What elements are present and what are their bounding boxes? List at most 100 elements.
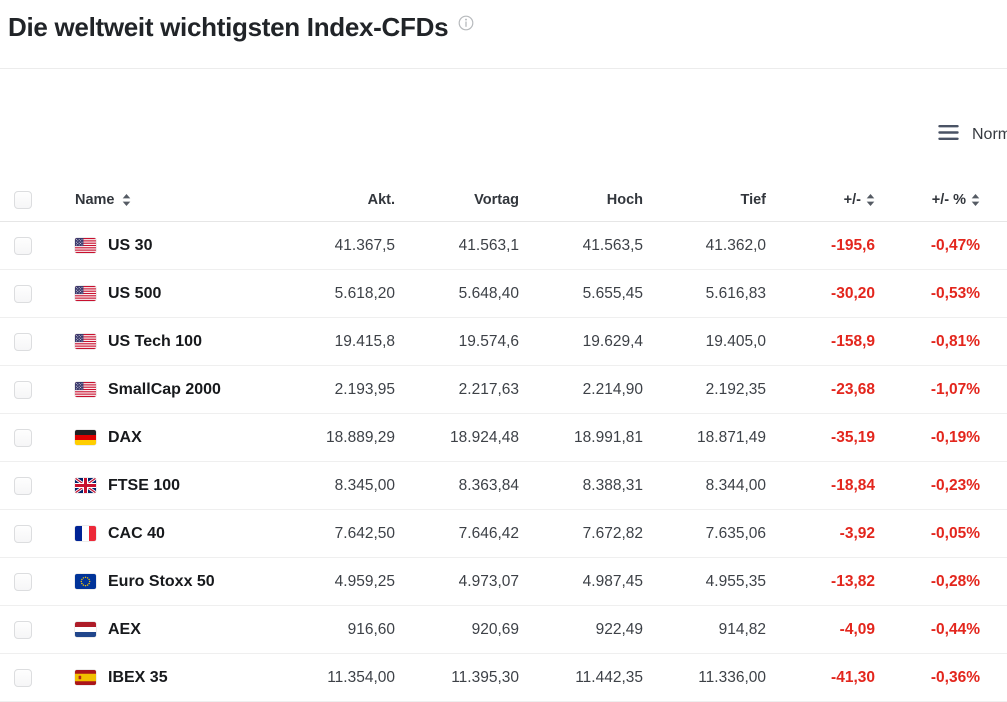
row-checkbox[interactable] [14, 380, 32, 399]
row-select-cell [0, 428, 60, 447]
vortag-value: 18.924,48 [450, 428, 519, 446]
hamburger-menu-icon [938, 124, 959, 146]
change-pct-value: -0,36% [930, 668, 980, 686]
france-flag-icon [75, 526, 96, 541]
vortag-value: 7.646,42 [458, 524, 519, 542]
vortag-value: 4.973,07 [458, 572, 519, 590]
column-header-hoch: Hoch [606, 191, 643, 208]
change-pct-value: -0,05% [930, 524, 980, 542]
table-header-row: Name Akt. Vortag Hoch Tief +/- +/- % [0, 178, 1007, 222]
select-all-cell [0, 190, 60, 209]
hoch-value: 922,49 [595, 620, 643, 638]
index-name-cell[interactable]: Euro Stoxx 50 [60, 573, 280, 591]
index-name-cell[interactable]: FTSE 100 [60, 477, 280, 495]
vortag-value: 920,69 [471, 620, 519, 638]
row-checkbox[interactable] [14, 284, 32, 303]
index-name-cell[interactable]: AEX [60, 621, 280, 639]
row-checkbox[interactable] [14, 524, 32, 543]
vortag-value: 2.217,63 [458, 380, 519, 398]
view-switcher[interactable]: Normal [938, 124, 1007, 146]
index-name-cell[interactable]: CAC 40 [60, 525, 280, 543]
change-value: -23,68 [831, 380, 875, 398]
vortag-value: 5.648,40 [458, 284, 519, 302]
column-header-change-pct-label: +/- % [931, 191, 966, 208]
table-row: CAC 40 7.642,50 7.646,42 7.672,82 7.635,… [0, 510, 1007, 558]
akt-value: 7.642,50 [334, 524, 395, 542]
change-pct-value: -0,19% [930, 428, 980, 446]
row-select-cell [0, 236, 60, 255]
table-row: DAX 18.889,29 18.924,48 18.991,81 18.871… [0, 414, 1007, 462]
akt-value: 4.959,25 [334, 572, 395, 590]
index-name-cell[interactable]: US 30 [60, 237, 280, 255]
change-value: -30,20 [831, 284, 875, 302]
tief-value: 41.362,0 [705, 236, 766, 254]
column-header-change-label: +/- [843, 191, 861, 208]
index-name-cell[interactable]: US 500 [60, 285, 280, 303]
column-header-name-label: Name [75, 191, 115, 208]
akt-value: 916,60 [347, 620, 395, 638]
change-value: -4,09 [839, 620, 875, 638]
usa-flag-icon [75, 382, 96, 397]
column-header-name[interactable]: Name [60, 192, 280, 208]
vortag-value: 11.395,30 [451, 668, 519, 686]
hoch-value: 41.563,5 [582, 236, 643, 254]
index-name: IBEX 35 [108, 668, 168, 686]
hoch-value: 5.655,45 [582, 284, 643, 302]
usa-flag-icon [75, 334, 96, 349]
select-all-checkbox[interactable] [14, 190, 32, 209]
spain-flag-icon [75, 670, 96, 685]
table-row: AEX 916,60 920,69 922,49 914,82 -4,09 -0… [0, 606, 1007, 654]
change-pct-value: -0,81% [930, 332, 980, 350]
change-pct-value: -0,28% [930, 572, 980, 590]
info-icon[interactable] [458, 15, 474, 31]
germany-flag-icon [75, 430, 96, 445]
row-checkbox[interactable] [14, 668, 32, 687]
row-select-cell [0, 476, 60, 495]
index-name: Euro Stoxx 50 [108, 572, 215, 590]
row-checkbox[interactable] [14, 620, 32, 639]
sort-icon [866, 193, 875, 206]
akt-value: 5.618,20 [334, 284, 395, 302]
index-name-cell[interactable]: DAX [60, 429, 280, 447]
netherlands-flag-icon [75, 622, 96, 637]
tief-value: 8.344,00 [705, 476, 766, 494]
table-body: US 30 41.367,5 41.563,1 41.563,5 41.362,… [0, 222, 1007, 702]
index-name: CAC 40 [108, 524, 165, 542]
row-checkbox[interactable] [14, 332, 32, 351]
tief-value: 18.871,49 [697, 428, 766, 446]
table-row: SmallCap 2000 2.193,95 2.217,63 2.214,90… [0, 366, 1007, 414]
table-row: FTSE 100 8.345,00 8.363,84 8.388,31 8.34… [0, 462, 1007, 510]
column-header-change-pct[interactable]: +/- % [875, 192, 980, 208]
index-name: US Tech 100 [108, 332, 202, 350]
change-pct-value: -0,53% [930, 284, 980, 302]
row-checkbox[interactable] [14, 236, 32, 255]
index-name-cell[interactable]: US Tech 100 [60, 333, 280, 351]
row-select-cell [0, 284, 60, 303]
index-name-cell[interactable]: SmallCap 2000 [60, 381, 280, 399]
column-header-tief: Tief [740, 191, 766, 208]
change-value: -13,82 [831, 572, 875, 590]
tief-value: 2.192,35 [705, 380, 766, 398]
index-name: DAX [108, 428, 142, 446]
tief-value: 7.635,06 [705, 524, 766, 542]
akt-value: 11.354,00 [327, 668, 395, 686]
view-mode-label: Normal [972, 126, 1007, 143]
tief-value: 11.336,00 [698, 668, 766, 686]
row-checkbox[interactable] [14, 428, 32, 447]
change-value: -41,30 [831, 668, 875, 686]
sort-icon [971, 193, 980, 206]
row-checkbox[interactable] [14, 572, 32, 591]
index-name: US 500 [108, 284, 162, 302]
title-divider [0, 68, 1007, 69]
eu-flag-icon [75, 574, 96, 589]
akt-value: 8.345,00 [334, 476, 395, 494]
hoch-value: 2.214,90 [582, 380, 643, 398]
change-value: -195,6 [831, 236, 875, 254]
row-checkbox[interactable] [14, 476, 32, 495]
column-header-change[interactable]: +/- [766, 192, 875, 208]
tief-value: 5.616,83 [705, 284, 766, 302]
change-value: -18,84 [831, 476, 875, 494]
usa-flag-icon [75, 286, 96, 301]
index-name: AEX [108, 620, 141, 638]
index-name-cell[interactable]: IBEX 35 [60, 669, 280, 687]
